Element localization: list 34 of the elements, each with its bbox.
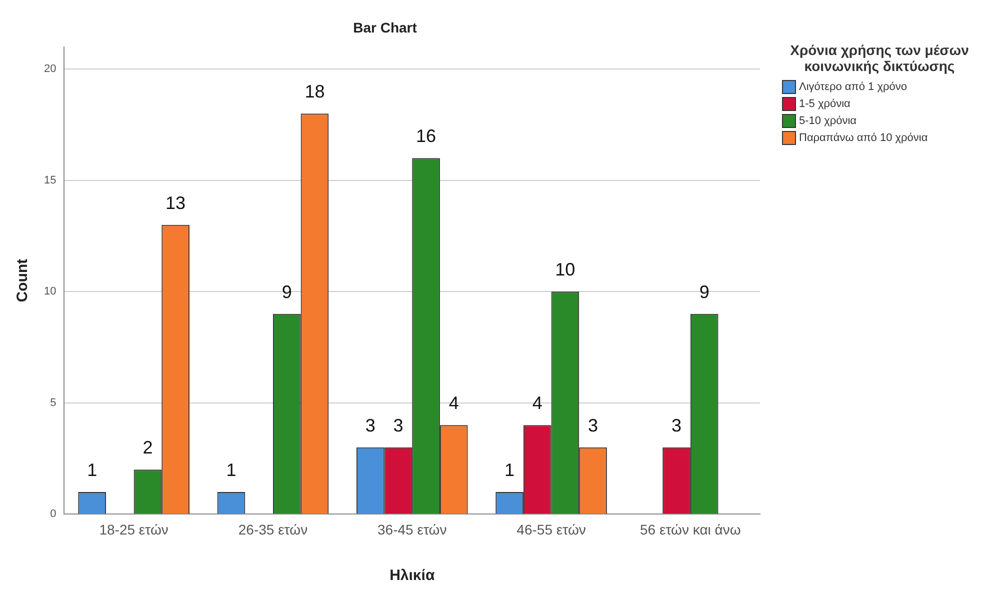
data-label: 3 [365, 415, 376, 436]
legend-label: Παραπάνω από 10 χρόνια [799, 132, 928, 144]
x-tick-label: 36-45 ετών [378, 521, 447, 538]
data-label: 9 [282, 282, 292, 302]
y-tick-label: 0 [50, 508, 56, 520]
y-tick-label: 15 [44, 174, 56, 186]
legend-label: 5-10 χρόνια [799, 115, 857, 127]
x-axis-title: Ηλικία [390, 567, 436, 584]
data-label: 3 [588, 415, 598, 436]
y-tick-label: 5 [50, 396, 56, 409]
y-tick-label: 10 [44, 286, 56, 298]
y-axis-title: Count [14, 258, 32, 302]
data-label: 1 [504, 460, 515, 480]
y-tick-label: 20 [44, 63, 56, 76]
data-label: 4 [448, 393, 459, 414]
chart-title: Bar Chart [353, 19, 418, 36]
legend-label: 1-5 χρόνια [799, 98, 850, 110]
x-tick-label: 26-35 ετών [238, 521, 308, 538]
data-label: 9 [699, 282, 710, 302]
legend-label: Λιγότερο από 1 χρόνο [799, 81, 907, 93]
data-label: 1 [87, 460, 98, 480]
x-tick-label: 46-55 ετών [516, 521, 586, 538]
data-label: 13 [166, 192, 186, 213]
data-label: 16 [416, 126, 436, 146]
data-label: 3 [672, 415, 682, 436]
legend-title: Χρόνια χρήσης των μέσων κοινωνικής δικτύωσης [789, 42, 970, 74]
data-label: 2 [142, 438, 153, 458]
data-label: 1 [226, 460, 236, 480]
data-label: 4 [532, 393, 542, 414]
x-tick-label: 18-25 ετών [99, 521, 168, 538]
data-label: 18 [304, 82, 325, 102]
x-tick-label: 56 ετών και άνω [640, 521, 741, 538]
data-label: 10 [555, 260, 576, 280]
data-label: 3 [393, 415, 404, 436]
